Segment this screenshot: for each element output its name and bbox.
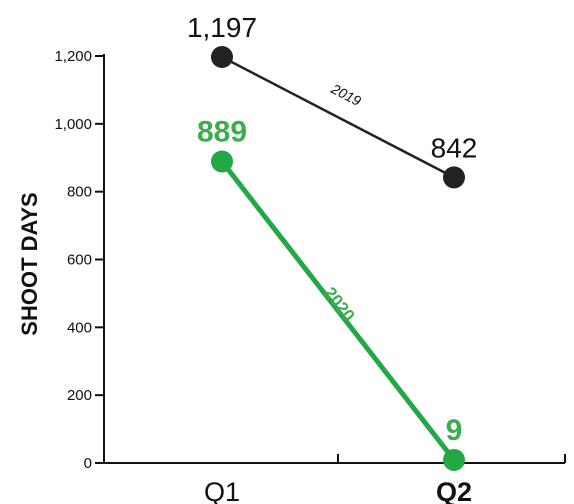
data-label-2019-q1: 1,197	[187, 12, 257, 43]
series-line-2019	[221, 55, 455, 179]
series-group: 1,197 842 2019 889 9 2020	[187, 12, 477, 471]
y-tick-label-800: 800	[67, 184, 92, 201]
y-tick-label-600: 600	[67, 252, 92, 269]
y-tick-label-400: 400	[67, 319, 92, 336]
data-label-2019-q2: 842	[431, 132, 478, 163]
y-tick-label-0: 0	[84, 455, 92, 472]
y-tick-label-1200: 1,200	[54, 48, 92, 65]
data-point-2020-q1	[211, 150, 233, 173]
series-line-2020	[220, 159, 456, 462]
data-label-2020-q2: 9	[446, 414, 463, 447]
series-label-2020: 2020	[320, 284, 358, 326]
data-point-2019-q1	[211, 46, 233, 69]
y-tick-label-200: 200	[67, 387, 92, 404]
data-label-2020-q1: 889	[197, 115, 247, 148]
data-point-2020-q2	[443, 448, 465, 471]
y-tick-label-1000: 1,000	[54, 116, 92, 133]
series-label-2019: 2019	[328, 80, 364, 109]
x-category-label-q2: Q2	[436, 477, 472, 504]
y-ticks: 0 200 400 600 800 1,000 1,200	[54, 48, 104, 472]
x-category-label-q1: Q1	[204, 477, 240, 504]
x-categories: Q1 Q2	[204, 477, 472, 504]
data-point-2019-q2	[443, 166, 465, 189]
y-axis-label: SHOOT DAYS	[17, 192, 42, 335]
